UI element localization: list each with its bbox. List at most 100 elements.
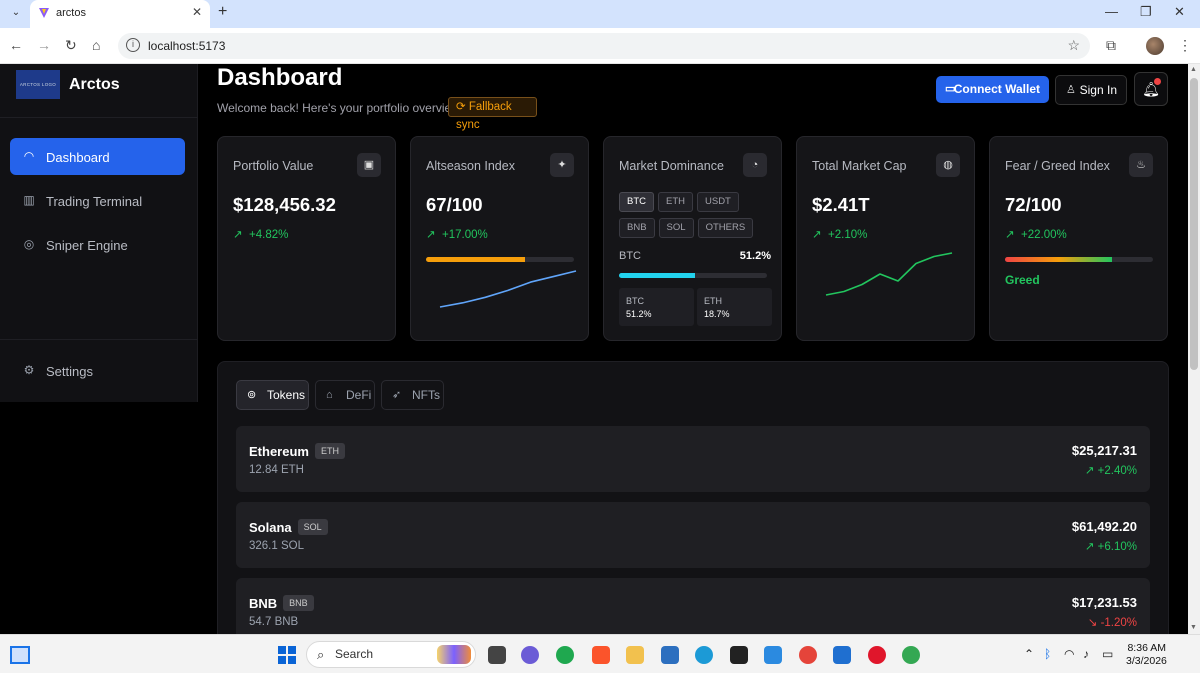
card-change: ↗ +17.00% [426, 227, 488, 241]
task-view-icon[interactable] [488, 646, 506, 664]
bank-icon: ⌂ [326, 389, 333, 401]
teams-icon[interactable] [521, 646, 539, 664]
card-change: ↗ +4.82% [233, 227, 288, 241]
store-icon[interactable] [833, 646, 851, 664]
clock-time: 8:36 AM [1127, 642, 1166, 654]
tab-search-icon[interactable]: ⌄ [11, 7, 21, 18]
system-clock[interactable]: 8:36 AM 3/3/2026 [1126, 642, 1167, 668]
token-value: $25,217.31 [1071, 443, 1137, 458]
sidebar-divider [0, 339, 198, 340]
bookmark-star-icon[interactable]: ☆ [1067, 37, 1080, 53]
close-tab-icon[interactable]: ✕ [191, 5, 202, 19]
connect-wallet-button[interactable]: ▭ Connect Wallet [936, 76, 1049, 103]
forward-icon[interactable]: → [37, 37, 51, 53]
mini-stat-name: BTC [626, 296, 644, 306]
card-value: 67/100 [426, 194, 483, 215]
url-field[interactable]: i localhost:5173 ☆ [118, 33, 1090, 59]
chrome-alt-icon[interactable] [902, 646, 920, 664]
tab-defi[interactable]: ⌂ DeFi [315, 380, 375, 410]
browser-tab[interactable]: arctos ✕ [30, 0, 210, 28]
card-title: Fear / Greed Index [1005, 159, 1110, 173]
chip-sol[interactable]: SOL [658, 218, 694, 238]
opera-icon[interactable] [868, 646, 886, 664]
home-icon[interactable]: ⌂ [92, 37, 101, 53]
change-value: +17.00% [442, 229, 488, 241]
restore-icon[interactable]: ❐ [1140, 4, 1152, 19]
site-info-icon[interactable]: i [126, 38, 140, 52]
bluetooth-icon[interactable]: ᛒ [1044, 647, 1052, 661]
brave-icon[interactable] [592, 646, 610, 664]
sidebar-item-label: Dashboard [46, 150, 110, 165]
dominance-progress-bar [619, 273, 767, 278]
vscode-icon[interactable] [764, 646, 782, 664]
arrow-up-right-icon: ↗ [426, 229, 436, 241]
chrome-icon[interactable] [799, 646, 817, 664]
change-value: +6.10% [1097, 541, 1137, 553]
chat-app-icon[interactable] [556, 646, 574, 664]
sign-in-button[interactable]: ♙ Sign In [1055, 75, 1127, 105]
token-symbol-badge: SOL [297, 519, 328, 535]
tray-chevron-icon[interactable]: ⌃ [1024, 647, 1035, 661]
minimize-icon[interactable]: — [1105, 4, 1118, 19]
battery-icon[interactable]: ▭ [1102, 647, 1114, 661]
chip-eth[interactable]: ETH [658, 192, 693, 212]
edge-icon[interactable] [695, 646, 713, 664]
market-cap-sparkline [825, 252, 953, 296]
token-change: ↘ -1.20% [1088, 615, 1137, 629]
chip-btc[interactable]: BTC [619, 192, 654, 212]
scroll-down-icon[interactable]: ▼ [1190, 624, 1197, 631]
back-icon[interactable]: ← [9, 37, 23, 53]
change-value: +4.82% [249, 229, 289, 241]
token-amount: 12.84 ETH [249, 464, 304, 476]
coins-icon: ⊚ [247, 389, 257, 401]
token-name: Solana SOL [249, 519, 328, 535]
bar-chart-icon: ▥ [23, 193, 35, 207]
sidebar-item-sniper-engine[interactable]: ◎ Sniper Engine [10, 226, 185, 263]
sidebar-item-label: Settings [46, 364, 93, 379]
figma-icon[interactable] [730, 646, 748, 664]
close-window-icon[interactable]: ✕ [1174, 4, 1185, 19]
tab-tokens[interactable]: ⊚ Tokens [236, 380, 309, 410]
sidebar-item-trading-terminal[interactable]: ▥ Trading Terminal [10, 182, 185, 219]
tab-nfts[interactable]: ➶ NFTs [381, 380, 444, 410]
new-tab-icon[interactable]: + [218, 3, 228, 20]
chip-others[interactable]: OTHERS [697, 218, 754, 238]
start-button-icon[interactable] [278, 646, 296, 664]
scrollbar-thumb[interactable] [1190, 78, 1198, 370]
globe-icon: ◍ [936, 153, 960, 177]
gauge-icon: ◠ [23, 149, 35, 163]
search-highlight-icon [437, 645, 471, 664]
mini-stat-btc: BTC 51.2% [619, 288, 694, 326]
total-market-cap-card: Total Market Cap ◍ $2.41T ↗ +2.10% [796, 136, 975, 341]
change-value: +2.10% [828, 229, 868, 241]
page-scrollbar[interactable]: ▲ ▼ [1188, 64, 1200, 634]
token-row[interactable]: Solana SOL 326.1 SOL $61,492.20 ↗ +6.10% [236, 502, 1150, 568]
chip-usdt[interactable]: USDT [697, 192, 739, 212]
mini-stat-value: 51.2% [626, 309, 652, 319]
token-symbol-badge: ETH [314, 443, 345, 459]
token-row[interactable]: Ethereum ETH 12.84 ETH $25,217.31 ↗ +2.40… [236, 426, 1150, 492]
sidebar-item-dashboard[interactable]: ◠ Dashboard [10, 138, 185, 175]
sparkline-path [439, 270, 577, 308]
scroll-up-icon[interactable]: ▲ [1190, 66, 1197, 73]
gear-icon: ⚙ [23, 363, 35, 377]
reload-icon[interactable]: ↻ [65, 37, 77, 53]
fear-greed-bar [1005, 257, 1153, 262]
volume-icon[interactable]: ♪ [1083, 647, 1089, 661]
sidebar-item-label: Trading Terminal [46, 194, 143, 209]
fallback-sync-badge[interactable]: ⟳ Fallback sync [448, 97, 537, 131]
brave-browser-icon[interactable] [661, 646, 679, 664]
profile-avatar[interactable] [1146, 37, 1164, 55]
taskbar-search[interactable]: ⌕ Search [306, 641, 476, 668]
sparkline-path [825, 252, 953, 296]
wifi-icon[interactable]: ◠ [1064, 647, 1075, 661]
chip-bnb[interactable]: BNB [619, 218, 655, 238]
notifications-button[interactable]: 🔔︎ [1134, 72, 1168, 106]
token-change: ↗ +6.10% [1085, 539, 1137, 553]
browser-menu-icon[interactable]: ⋮ [1178, 37, 1192, 53]
token-row[interactable]: BNB BNB 54.7 BNB $17,231.53 ↘ -1.20% [236, 578, 1150, 634]
extensions-icon[interactable]: ⧉ [1106, 37, 1116, 53]
file-explorer-icon[interactable] [626, 646, 644, 664]
sidebar-item-settings[interactable]: ⚙ Settings [10, 352, 185, 389]
widgets-icon[interactable] [10, 646, 30, 664]
